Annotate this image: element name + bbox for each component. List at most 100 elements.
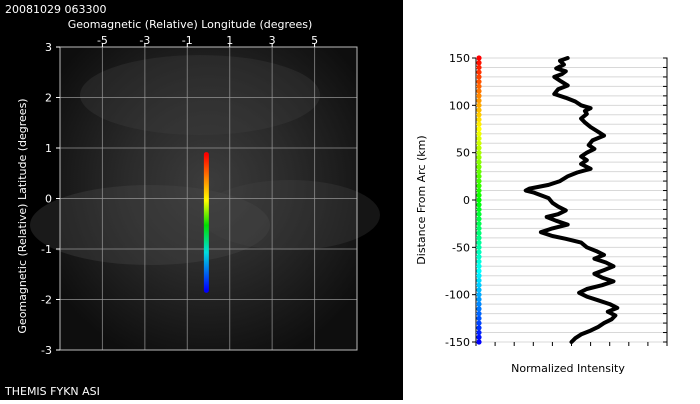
profile-y-tick-label: 50 — [456, 147, 470, 160]
intensity-profile-panel: 150 100 50 0 -50 -100 -150 Normalized Intensit… — [403, 0, 700, 400]
sky-y-axis-title: Geomagnetic (Relative) Latitude (degrees… — [16, 98, 29, 333]
distance-color-dot — [476, 268, 482, 274]
distance-color-dot — [476, 121, 482, 127]
intensity-profile-line — [523, 56, 620, 344]
distance-color-dot — [476, 60, 482, 66]
profile-y-tick-label: 100 — [449, 99, 470, 112]
distance-color-dot — [476, 311, 482, 317]
distance-color-dot — [476, 277, 482, 284]
distance-color-dot — [476, 258, 482, 265]
distance-color-dot — [476, 164, 482, 170]
profile-y-axis-title: Distance From Arc (km) — [415, 135, 428, 264]
sky-grid — [59, 46, 358, 351]
sky-x-axis-title: Geomagnetic (Relative) Longitude (degree… — [68, 18, 313, 31]
distance-color-dot — [476, 211, 482, 217]
distance-color-dot — [476, 150, 482, 156]
distance-color-dot — [476, 249, 482, 255]
distance-color-dot — [476, 287, 482, 293]
intensity-profile-svg: 150 100 50 0 -50 -100 -150 Normalized Intensit… — [415, 52, 668, 375]
distance-color-dot — [476, 140, 482, 146]
distance-color-dot — [476, 98, 482, 104]
distance-color-dot — [476, 306, 482, 312]
sky-x-tick-label: 1 — [226, 34, 233, 47]
sky-map-svg: -5 -3 -1 1 3 5 3 2 1 0 -1 -2 -3 Geomagnetic (Relativ… — [4, 3, 380, 398]
distance-color-dot — [476, 116, 482, 123]
distance-color-dot — [476, 135, 482, 142]
distance-color-dot — [476, 79, 482, 85]
distance-color-dot — [476, 159, 482, 165]
profile-y-tick-label: -50 — [452, 241, 470, 254]
distance-color-dot — [476, 206, 482, 213]
sky-x-tick-label: -5 — [97, 34, 108, 47]
profile-y-tick-label: -100 — [445, 289, 470, 302]
distance-color-dot — [476, 221, 482, 227]
distance-color-dot — [476, 69, 482, 75]
distance-color-dot — [476, 235, 482, 241]
distance-color-dot — [476, 107, 482, 113]
distance-color-dot — [476, 173, 482, 179]
sky-tick-labels: -5 -3 -1 1 3 5 3 2 1 0 -1 -2 -3 — [41, 34, 318, 357]
distance-color-dot — [476, 320, 482, 326]
distance-color-dot — [476, 183, 482, 189]
distance-color-dot — [476, 216, 482, 222]
all-sky-image-panel: -5 -3 -1 1 3 5 3 2 1 0 -1 -2 -3 Geomagnetic (Relativ… — [0, 0, 403, 400]
sky-y-tick-label: 0 — [45, 193, 52, 206]
sky-cloud-streak — [80, 55, 320, 135]
distance-color-dot — [476, 296, 482, 302]
sky-x-tick-label: 5 — [311, 34, 318, 47]
distance-color-dot — [476, 145, 482, 151]
sky-y-tick-label: -1 — [41, 243, 52, 256]
distance-color-dot — [476, 192, 482, 198]
distance-color-dot — [476, 126, 482, 132]
sky-y-tick-label: 2 — [45, 92, 52, 105]
distance-color-dot — [476, 88, 482, 94]
profile-x-axis-title: Normalized Intensity — [511, 362, 625, 375]
distance-color-dot — [476, 230, 482, 236]
profile-y-tick-label: 0 — [463, 194, 470, 207]
sky-y-tick-label: -3 — [41, 344, 52, 357]
distance-color-dot — [476, 282, 482, 288]
sky-cloud-streak — [200, 180, 380, 250]
distance-color-dot — [476, 240, 482, 246]
distance-color-dot — [476, 339, 482, 345]
distance-color-dot — [476, 112, 482, 118]
distance-color-dot — [476, 325, 482, 331]
distance-color-dot — [476, 254, 482, 260]
distance-color-dot — [476, 329, 482, 336]
profile-y-tick-label: -150 — [445, 336, 470, 349]
distance-color-dot — [476, 178, 482, 184]
distance-color-dot — [476, 83, 482, 89]
distance-color-dot — [476, 93, 482, 99]
distance-color-dot — [476, 197, 482, 203]
distance-color-dot — [476, 334, 482, 340]
profile-y-tick-label: 150 — [449, 52, 470, 65]
sky-y-tick-label: 3 — [45, 41, 52, 54]
distance-color-dot — [476, 244, 482, 250]
sky-cloud-streak — [30, 185, 270, 265]
sky-y-tick-label: 1 — [45, 142, 52, 155]
sky-x-tick-label: -1 — [182, 34, 193, 47]
sky-x-tick-label: 3 — [269, 34, 276, 47]
image-caption: THEMIS FYKN ASI — [4, 385, 100, 398]
distance-color-dot — [476, 263, 482, 269]
distance-color-dot — [476, 273, 482, 279]
distance-color-dot — [476, 154, 482, 160]
distance-color-dot — [476, 187, 482, 194]
profile-grid — [475, 57, 668, 346]
profile-tick-labels: 150 100 50 0 -50 -100 -150 — [445, 52, 476, 349]
distance-color-dot — [476, 55, 482, 61]
distance-color-dot — [476, 169, 482, 175]
sky-y-tick-label: -2 — [41, 294, 52, 307]
distance-color-dot — [476, 131, 482, 137]
distance-color-dot — [476, 292, 482, 298]
sky-x-tick-label: -3 — [139, 34, 150, 47]
distance-color-dot — [476, 74, 482, 80]
distance-color-dot — [476, 202, 482, 208]
distance-color-dot — [476, 225, 482, 231]
distance-color-dot — [476, 102, 482, 108]
distance-color-dot — [476, 64, 482, 71]
distance-color-dot — [476, 301, 482, 307]
distance-color-dot — [476, 315, 482, 321]
image-timestamp: 20081029 063300 — [5, 3, 106, 16]
